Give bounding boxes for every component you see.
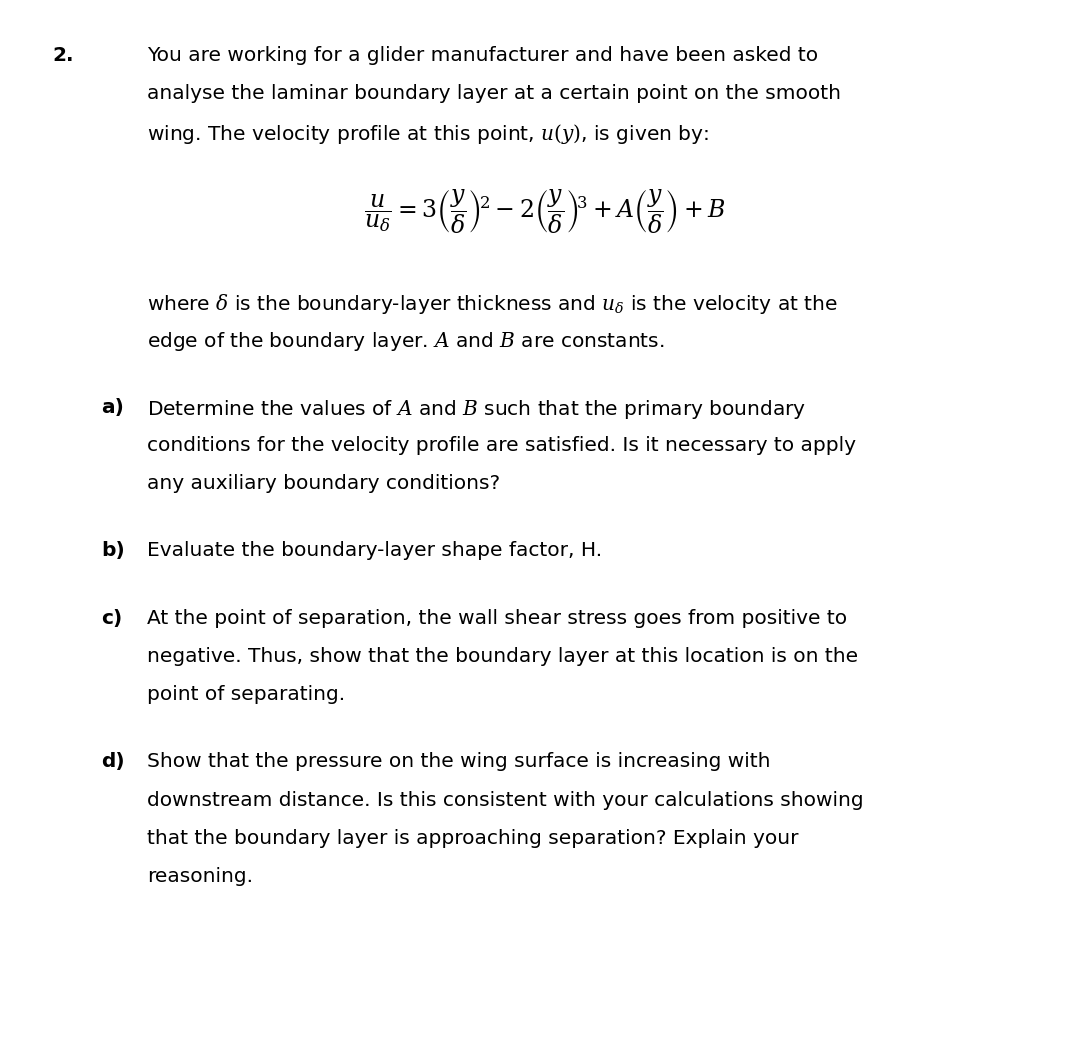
Text: Determine the values of $A$ and $B$ such that the primary boundary: Determine the values of $A$ and $B$ such… [147, 397, 806, 421]
Text: reasoning.: reasoning. [147, 866, 253, 886]
Text: $\dfrac{u}{u_\delta} = 3\left(\dfrac{y}{\delta}\right)^{\!2} - 2\left(\dfrac{y}{: $\dfrac{u}{u_\delta} = 3\left(\dfrac{y}{… [364, 188, 725, 236]
Text: d): d) [101, 752, 125, 771]
Text: Show that the pressure on the wing surface is increasing with: Show that the pressure on the wing surfa… [147, 752, 771, 771]
Text: point of separating.: point of separating. [147, 684, 345, 704]
Text: a): a) [101, 397, 124, 417]
Text: wing. The velocity profile at this point, $u(y)$, is given by:: wing. The velocity profile at this point… [147, 122, 709, 146]
Text: c): c) [101, 608, 123, 628]
Text: You are working for a glider manufacturer and have been asked to: You are working for a glider manufacture… [147, 46, 818, 65]
Text: analyse the laminar boundary layer at a certain point on the smooth: analyse the laminar boundary layer at a … [147, 85, 841, 103]
Text: negative. Thus, show that the boundary layer at this location is on the: negative. Thus, show that the boundary l… [147, 647, 858, 666]
Text: where $\delta$ is the boundary-layer thickness and $u_\delta$ is the velocity at: where $\delta$ is the boundary-layer thi… [147, 292, 837, 316]
Text: any auxiliary boundary conditions?: any auxiliary boundary conditions? [147, 473, 500, 493]
Text: Evaluate the boundary-layer shape factor, H.: Evaluate the boundary-layer shape factor… [147, 541, 602, 560]
Text: b): b) [101, 541, 125, 560]
Text: At the point of separation, the wall shear stress goes from positive to: At the point of separation, the wall she… [147, 608, 847, 628]
Text: downstream distance. Is this consistent with your calculations showing: downstream distance. Is this consistent … [147, 790, 864, 810]
Text: that the boundary layer is approaching separation? Explain your: that the boundary layer is approaching s… [147, 829, 798, 847]
Text: 2.: 2. [52, 46, 74, 65]
Text: conditions for the velocity profile are satisfied. Is it necessary to apply: conditions for the velocity profile are … [147, 436, 856, 455]
Text: edge of the boundary layer. $A$ and $B$ are constants.: edge of the boundary layer. $A$ and $B$ … [147, 330, 664, 353]
